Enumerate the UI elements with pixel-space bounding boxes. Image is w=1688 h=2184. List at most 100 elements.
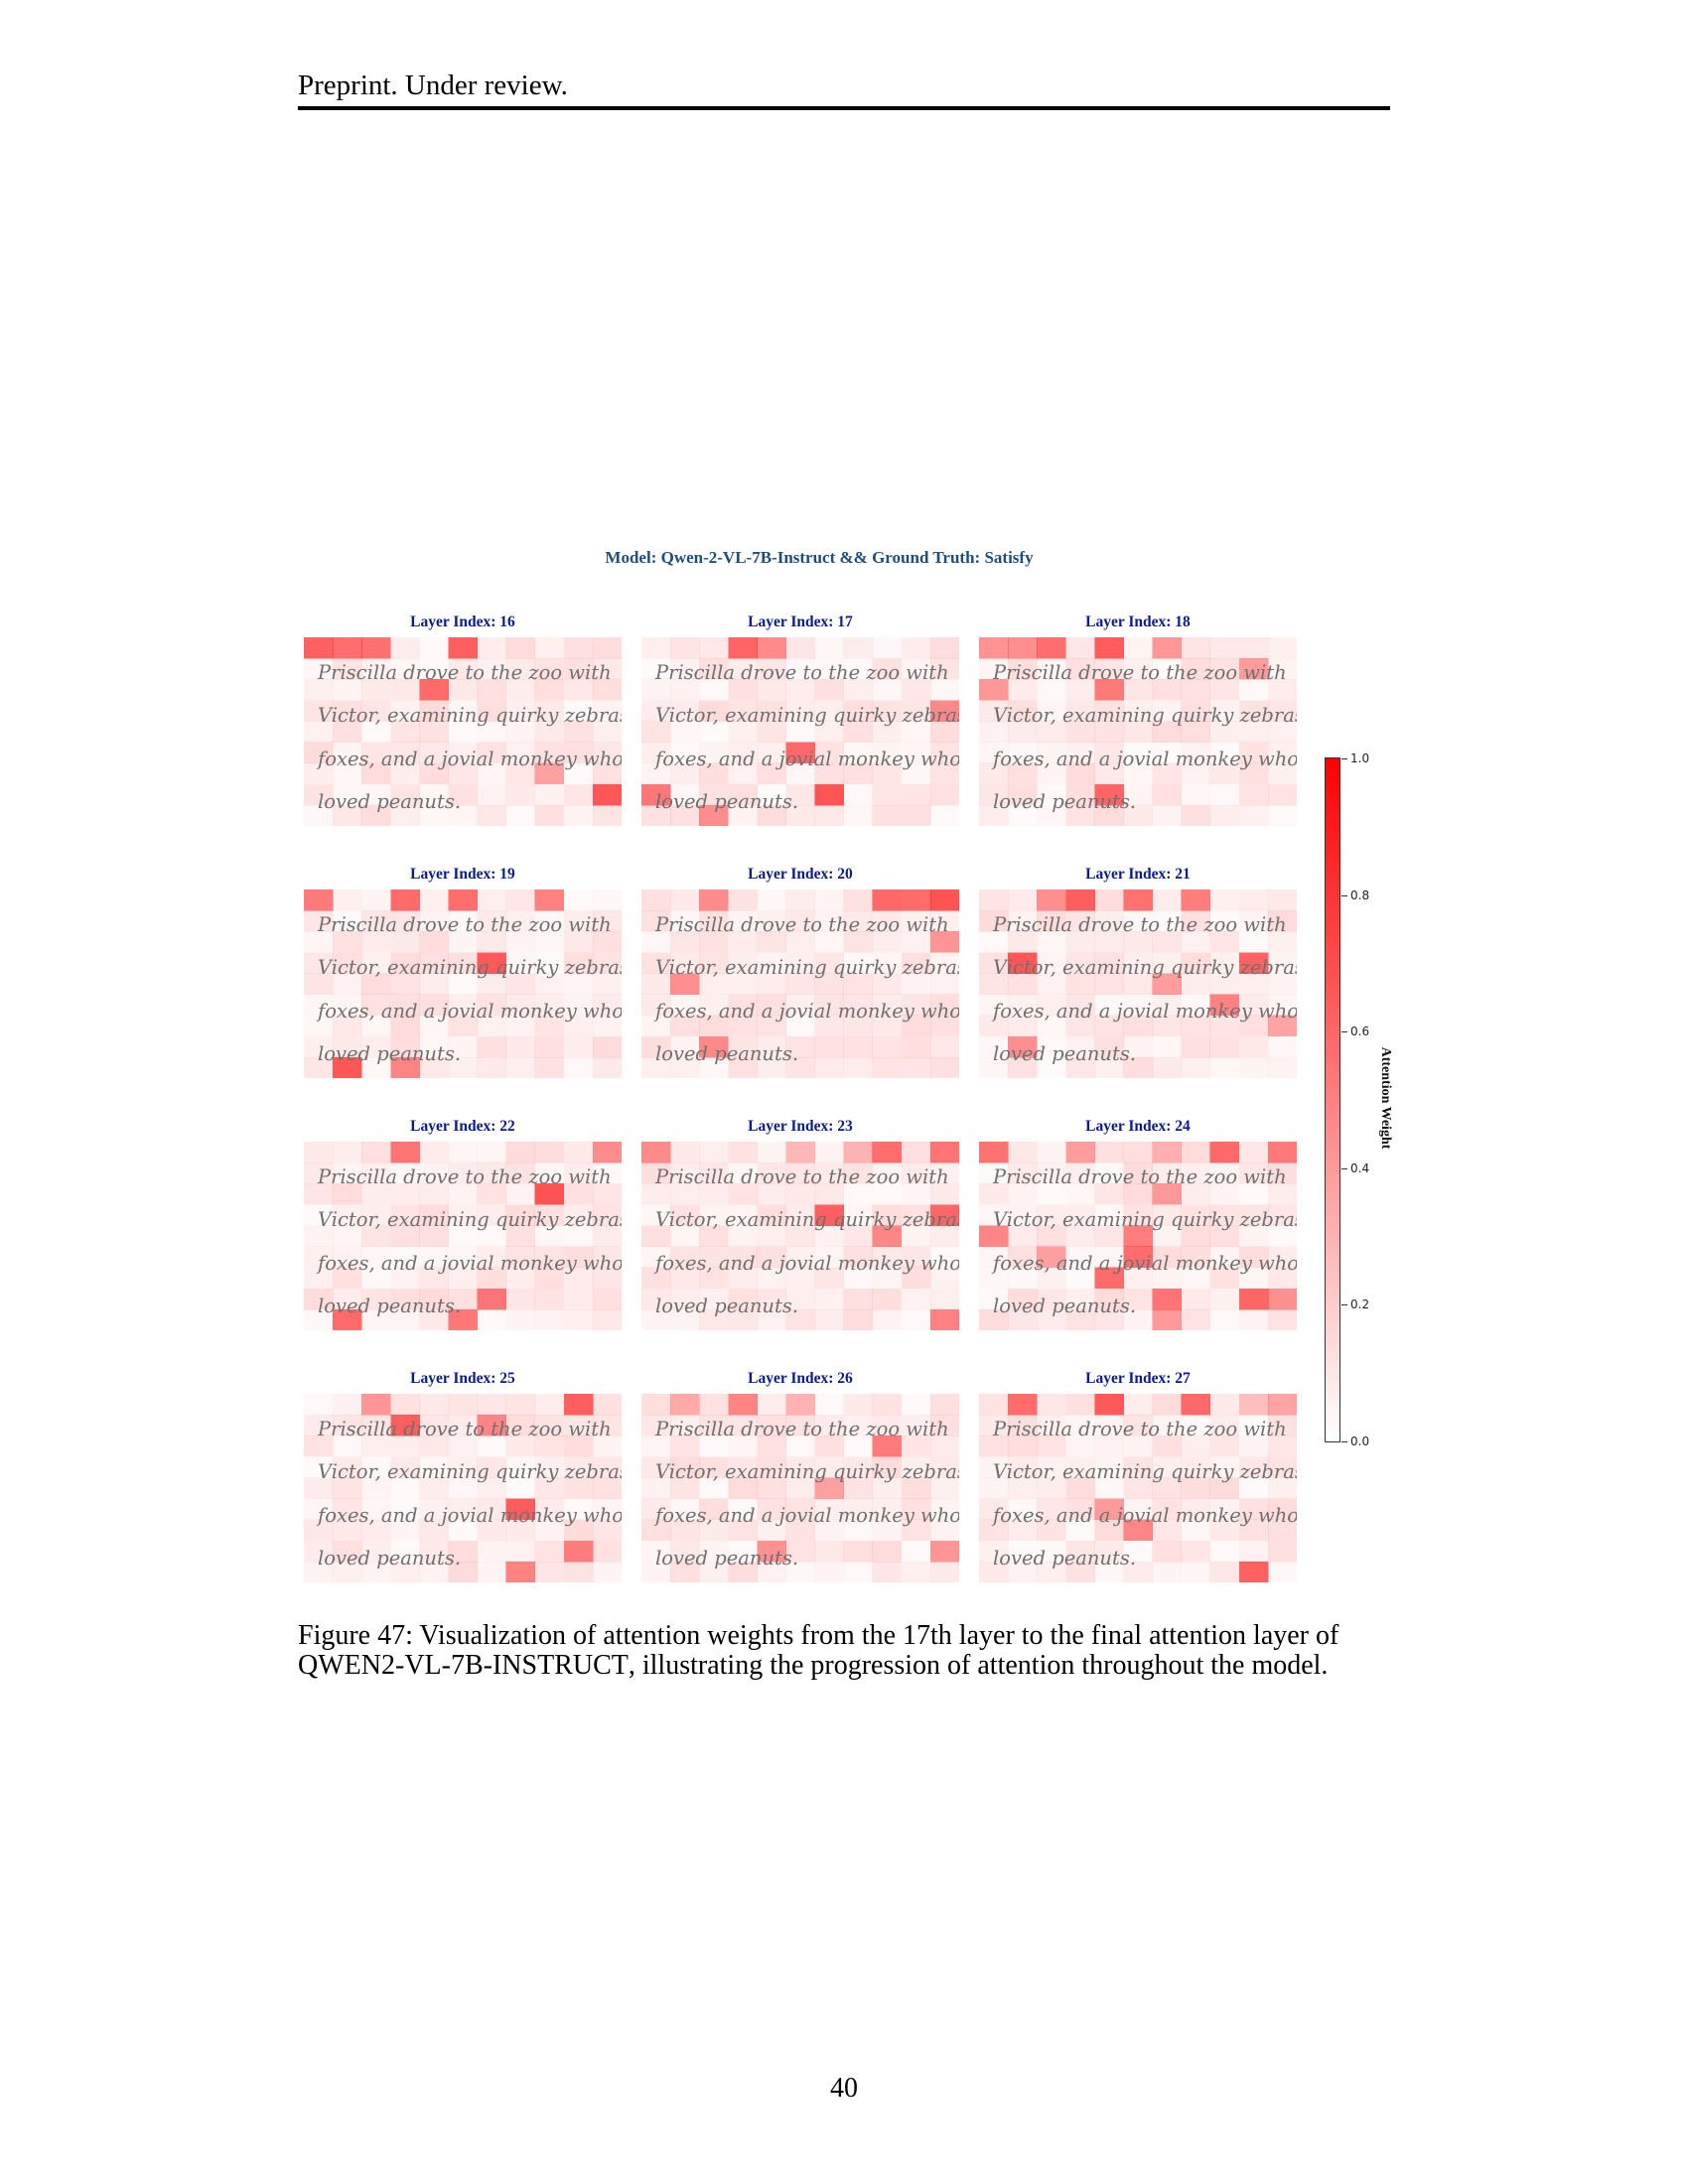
heatmap-cell	[1238, 889, 1269, 911]
heatmap-cell	[814, 1142, 845, 1163]
heatmap-cell	[929, 994, 959, 1017]
heatmap-cell	[1008, 679, 1038, 701]
heatmap-cell	[1152, 1456, 1183, 1478]
heatmap-cell	[592, 1142, 622, 1163]
panel-title: Layer Index: 23	[748, 1118, 853, 1135]
heatmap-cell	[1037, 1142, 1066, 1163]
heatmap-cell	[1008, 1435, 1038, 1457]
heatmap-cell	[641, 889, 671, 911]
heatmap-cell	[563, 1519, 594, 1542]
colorbar-tick	[1341, 1167, 1347, 1169]
heatmap-cell	[757, 1561, 786, 1582]
heatmap-cell	[1267, 931, 1297, 953]
heatmap-cell	[333, 973, 362, 995]
heatmap-cell	[929, 973, 959, 995]
heatmap-cell	[1008, 973, 1038, 995]
heatmap-cell	[699, 1204, 729, 1226]
heatmap-cell	[1123, 783, 1153, 806]
heatmap-cell	[1123, 679, 1153, 701]
heatmap-cell	[563, 994, 594, 1017]
heatmap-cell	[534, 762, 565, 785]
heatmap-cell	[699, 1288, 729, 1310]
heatmap-cell	[534, 994, 565, 1017]
heatmap-cell	[592, 783, 622, 806]
heatmap-cell	[1123, 952, 1153, 974]
page-number: 40	[830, 2073, 858, 2104]
panel-text-line: Victor, examining quirky zebras,	[993, 956, 1297, 979]
heatmap-cell	[641, 1519, 671, 1542]
heatmap-cell	[843, 889, 874, 911]
heatmap-cell	[448, 889, 478, 911]
heatmap-cell	[448, 1204, 478, 1226]
heatmap-cell	[901, 783, 931, 806]
heatmap-cell	[448, 658, 478, 680]
heatmap-cell	[304, 1183, 334, 1205]
heatmap-cell	[1267, 1498, 1297, 1521]
heatmap-cell	[979, 742, 1009, 764]
heatmap-cell	[448, 1561, 478, 1582]
heatmap-cell	[304, 783, 334, 806]
panel-text-line: Priscilla drove to the zoo with	[317, 913, 612, 936]
heatmap-cell	[448, 1540, 478, 1563]
heatmap-cell	[477, 700, 507, 722]
heatmap-cell	[814, 762, 845, 785]
heatmap-cell	[592, 910, 622, 932]
heatmap-cell	[1181, 910, 1211, 932]
heatmap-cell	[979, 783, 1009, 806]
heatmap-cell	[979, 1456, 1009, 1478]
heatmap-cell	[1267, 973, 1297, 995]
heatmap-cell	[641, 1456, 671, 1478]
heatmap-cell	[1268, 1036, 1297, 1058]
heatmap-cell	[1238, 1204, 1269, 1226]
heatmap-cell	[814, 1435, 845, 1457]
heatmap-cell	[361, 1394, 391, 1416]
heatmap-cell	[872, 1142, 903, 1163]
heatmap-cell	[1210, 1057, 1239, 1078]
panel-text-line: Priscilla drove to the zoo with	[992, 1165, 1287, 1188]
heatmap-cell	[333, 1183, 362, 1205]
heatmap-cell	[505, 1435, 536, 1457]
heatmap-cell	[1209, 658, 1240, 680]
heatmap-cell	[592, 1035, 622, 1058]
heatmap-cell	[448, 952, 478, 974]
heatmap-cell	[1008, 1519, 1038, 1542]
heatmap-cell	[419, 1056, 449, 1078]
heatmap-cell	[361, 1225, 391, 1247]
heatmap-cell	[1152, 1246, 1183, 1269]
colorbar-tick-label: 0.0	[1350, 1434, 1370, 1448]
heatmap-cell	[333, 658, 362, 680]
heatmap-cell	[901, 1561, 931, 1582]
heatmap-cell	[1094, 700, 1124, 722]
heatmap-cell	[534, 742, 565, 764]
heatmap-cell	[592, 1394, 622, 1416]
heatmap-cell	[1008, 1162, 1038, 1184]
heatmap-cell	[872, 804, 903, 826]
heatmap-cell	[670, 952, 700, 974]
heatmap-cell	[304, 742, 334, 764]
heatmap-cell	[534, 1246, 565, 1269]
heatmap-cell	[757, 1056, 786, 1078]
heatmap-cell	[1123, 1477, 1153, 1499]
heatmap-cell	[304, 721, 334, 743]
heatmap-cell	[1181, 637, 1211, 659]
heatmap-cell	[1008, 762, 1038, 785]
heatmap-cell	[785, 889, 815, 911]
heatmap-cell	[333, 1035, 362, 1058]
heatmap-cell	[901, 910, 931, 932]
heatmap-cell	[477, 1456, 507, 1478]
heatmap-cell	[361, 1204, 391, 1226]
heatmap-cell	[505, 1561, 536, 1582]
heatmap-cell	[814, 1415, 845, 1436]
heatmap-cell	[592, 1225, 622, 1247]
heatmap-cell	[641, 762, 671, 785]
heatmap-cell	[1008, 1183, 1038, 1205]
panel-text-line: Priscilla drove to the zoo with	[654, 913, 949, 936]
heatmap-cell	[814, 1561, 845, 1582]
heatmap-cell	[419, 952, 449, 974]
heatmap-cell	[1065, 952, 1095, 974]
heatmap-cell	[563, 1561, 594, 1582]
heatmap-cell	[592, 1308, 622, 1330]
panel-text-line: foxes, and a jovial monkey who	[991, 1000, 1297, 1023]
heatmap-cell	[641, 910, 671, 932]
heatmap-cell	[1065, 910, 1095, 932]
